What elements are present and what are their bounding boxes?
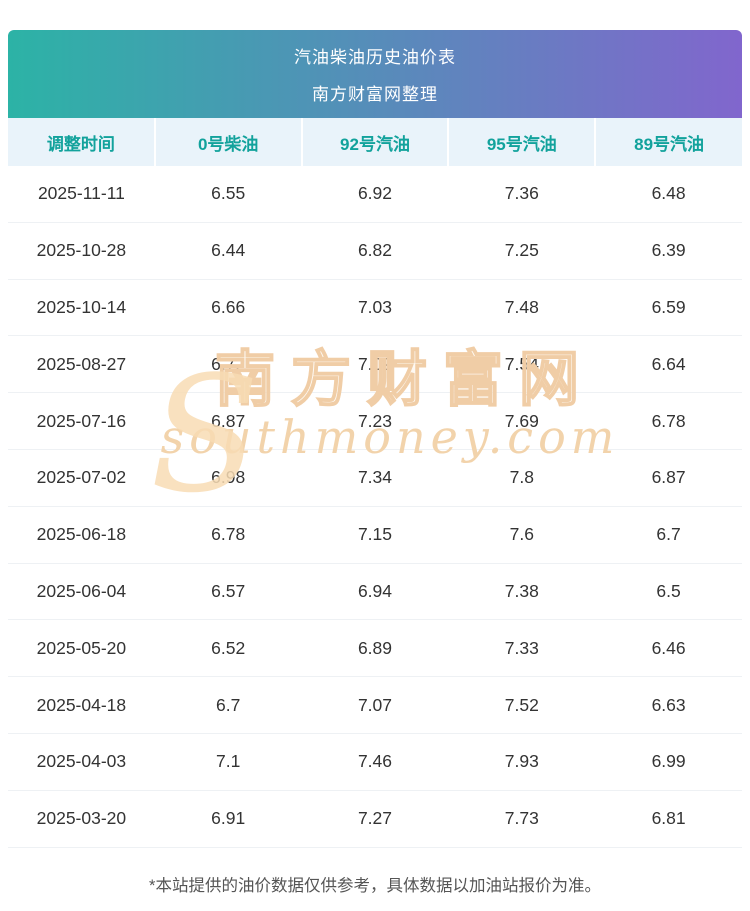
table-row: 2025-11-11 6.55 6.92 7.36 6.48 [8, 166, 742, 223]
row-date: 2025-06-04 [8, 563, 155, 621]
price-cell-gas92: 7.23 [301, 392, 449, 450]
price-cell-gas92: 7.03 [301, 279, 449, 337]
table-row: 2025-04-18 6.7 7.07 7.52 6.63 [8, 676, 742, 734]
price-cell-gas95: 7.73 [448, 790, 596, 848]
price-cell-gas92: 6.82 [301, 222, 449, 280]
price-cell-gas89: 6.59 [595, 279, 742, 337]
price-cell-gas92: 7.15 [301, 506, 449, 564]
table-row: 2025-04-03 7.1 7.46 7.93 6.99 [8, 733, 742, 791]
column-header-gas89: 89号汽油 [594, 118, 742, 166]
price-cell-gas95: 7.38 [448, 563, 596, 621]
price-cell-diesel0: 6.52 [154, 619, 302, 678]
price-cell-gas92: 7.07 [301, 676, 449, 734]
price-cell-gas89: 6.64 [595, 335, 742, 394]
price-cell-diesel0: 6.44 [154, 222, 302, 280]
table-title-banner: 汽油柴油历史油价表 南方财富网整理 [8, 30, 742, 118]
column-header-diesel0: 0号柴油 [153, 118, 302, 166]
column-header-gas95: 95号汽油 [447, 118, 596, 166]
price-cell-gas89: 6.63 [595, 676, 742, 734]
price-cell-gas92: 6.94 [301, 563, 449, 621]
price-cell-diesel0: 6.7 [154, 676, 302, 734]
price-cell-gas89: 6.39 [595, 222, 742, 280]
table-row: 2025-05-20 6.52 6.89 7.33 6.46 [8, 619, 742, 678]
row-date: 2025-04-03 [8, 733, 155, 791]
disclaimer-note: *本站提供的油价数据仅供参考，具体数据以加油站报价为准。 [149, 877, 601, 895]
price-cell-gas95: 7.8 [448, 449, 596, 507]
price-cell-diesel0: 7.1 [154, 733, 302, 791]
table-row: 2025-03-20 6.91 7.27 7.73 6.81 [8, 790, 742, 848]
price-cell-gas89: 6.46 [595, 619, 742, 678]
price-cell-gas92: 6.92 [301, 166, 449, 223]
row-date: 2025-08-27 [8, 335, 155, 394]
table-header-row: 调整时间 0号柴油 92号汽油 95号汽油 89号汽油 [8, 118, 742, 166]
price-cell-diesel0: 6.57 [154, 563, 302, 621]
price-cell-gas89: 6.7 [595, 506, 742, 564]
table-row: 2025-06-04 6.57 6.94 7.38 6.5 [8, 563, 742, 621]
price-cell-gas92: 7.09 [301, 335, 449, 394]
price-cell-gas89: 6.81 [595, 790, 742, 848]
column-header-date: 调整时间 [8, 118, 155, 166]
price-cell-gas89: 6.48 [595, 166, 742, 223]
table-header: 调整时间 0号柴油 92号汽油 95号汽油 89号汽油 [8, 118, 742, 166]
row-date: 2025-11-11 [8, 166, 155, 223]
price-cell-gas95: 7.52 [448, 676, 596, 734]
price-cell-diesel0: 6.55 [154, 166, 302, 223]
row-date: 2025-07-16 [8, 392, 155, 450]
price-cell-gas89: 6.78 [595, 392, 742, 450]
price-cell-gas95: 7.33 [448, 619, 596, 678]
price-cell-gas95: 7.54 [448, 335, 596, 394]
price-cell-diesel0: 6.72 [154, 335, 302, 394]
price-cell-gas95: 7.6 [448, 506, 596, 564]
price-cell-gas95: 7.36 [448, 166, 596, 223]
price-cell-gas89: 6.99 [595, 733, 742, 791]
price-cell-diesel0: 6.91 [154, 790, 302, 848]
price-table-body: 2025-11-11 6.55 6.92 7.36 6.48 2025-10-2… [8, 166, 742, 848]
row-date: 2025-10-28 [8, 222, 155, 280]
price-cell-diesel0: 6.66 [154, 279, 302, 337]
row-date: 2025-05-20 [8, 619, 155, 678]
price-cell-diesel0: 6.98 [154, 449, 302, 507]
price-cell-gas95: 7.48 [448, 279, 596, 337]
row-date: 2025-04-18 [8, 676, 155, 734]
price-cell-gas92: 7.34 [301, 449, 449, 507]
price-cell-diesel0: 6.78 [154, 506, 302, 564]
price-table-container: 汽油柴油历史油价表 南方财富网整理 调整时间 0号柴油 92号汽油 95号汽油 … [8, 30, 742, 848]
price-cell-gas95: 7.69 [448, 392, 596, 450]
table-row: 2025-10-28 6.44 6.82 7.25 6.39 [8, 222, 742, 280]
price-cell-gas89: 6.5 [595, 563, 742, 621]
price-cell-gas92: 7.27 [301, 790, 449, 848]
price-cell-gas92: 6.89 [301, 619, 449, 678]
table-row: 2025-06-18 6.78 7.15 7.6 6.7 [8, 506, 742, 564]
row-date: 2025-10-14 [8, 279, 155, 337]
column-header-gas92: 92号汽油 [300, 118, 449, 166]
page-subtitle: 南方财富网整理 [312, 85, 438, 105]
price-cell-diesel0: 6.87 [154, 392, 302, 450]
price-table: 调整时间 0号柴油 92号汽油 95号汽油 89号汽油 2025-11-11 6… [8, 118, 742, 848]
price-cell-gas89: 6.87 [595, 449, 742, 507]
page-title: 汽油柴油历史油价表 [294, 47, 456, 67]
price-cell-gas92: 7.46 [301, 733, 449, 791]
row-date: 2025-07-02 [8, 449, 155, 507]
table-row: 2025-07-02 6.98 7.34 7.8 6.87 [8, 449, 742, 507]
price-cell-gas95: 7.25 [448, 222, 596, 280]
table-row: 2025-10-14 6.66 7.03 7.48 6.59 [8, 279, 742, 337]
price-cell-gas95: 7.93 [448, 733, 596, 791]
row-date: 2025-06-18 [8, 506, 155, 564]
table-row: 2025-07-16 6.87 7.23 7.69 6.78 [8, 392, 742, 450]
row-date: 2025-03-20 [8, 790, 155, 848]
table-row: 2025-08-27 6.72 7.09 7.54 6.64 [8, 335, 742, 394]
